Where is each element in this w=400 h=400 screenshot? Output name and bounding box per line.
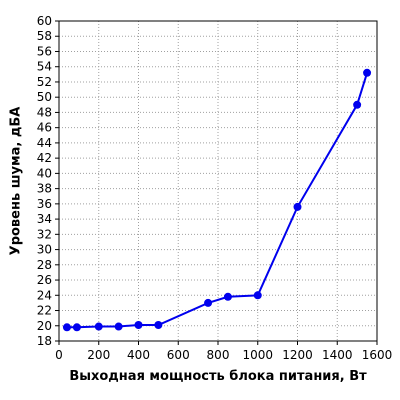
series-line: [67, 72, 369, 329]
y-axis-title: Уровень шума, дБА: [9, 107, 24, 256]
x-tick-label: 1000: [242, 348, 273, 362]
data-point: [114, 322, 123, 331]
data-point: [204, 298, 213, 307]
y-tick-label: 44: [37, 136, 52, 150]
x-tick-label: 1400: [322, 348, 353, 362]
data-point: [72, 323, 81, 332]
y-tick-label: 52: [37, 75, 52, 89]
x-tick-label: 1600: [362, 348, 393, 362]
y-tick-label: 38: [37, 182, 52, 196]
data-point: [223, 292, 232, 301]
y-tick-label: 28: [37, 258, 52, 272]
y-tick-label: 32: [37, 227, 52, 241]
x-tick-label: 600: [167, 348, 190, 362]
y-tick-label: 24: [37, 288, 52, 302]
data-point: [253, 291, 262, 300]
data-point: [134, 321, 143, 329]
y-tick-label: 26: [37, 273, 52, 287]
y-tick-label: 48: [37, 105, 52, 119]
data-point: [363, 68, 372, 77]
y-tick-label: 20: [37, 319, 52, 333]
x-tick-label: 400: [127, 348, 150, 362]
y-tick-label: 36: [37, 197, 52, 211]
y-tick-label: 34: [37, 212, 52, 226]
y-tick-label: 40: [37, 166, 52, 180]
data-point: [353, 100, 362, 109]
y-tick-label: 56: [37, 44, 52, 58]
y-tick-label: 50: [37, 90, 52, 104]
y-tick-label: 42: [37, 151, 52, 165]
y-tick-label: 54: [37, 60, 52, 74]
x-axis-title: Выходная мощность блока питания, Вт: [69, 369, 367, 384]
x-tick-label: 1200: [282, 348, 313, 362]
x-tick-label: 800: [207, 348, 230, 362]
y-tick-label: 60: [37, 14, 52, 28]
y-tick-label: 18: [37, 334, 52, 348]
data-point: [154, 321, 163, 329]
x-tick-label: 0: [55, 348, 63, 362]
x-tick-label: 200: [87, 348, 110, 362]
series-layer: [62, 68, 372, 332]
data-point: [94, 322, 103, 331]
grid: [59, 21, 377, 341]
data-point: [62, 323, 71, 332]
data-point: [293, 202, 302, 211]
y-tick-label: 30: [37, 243, 52, 257]
x-axis: 0 200 400 600 800 1000 1200 1400 1600: [55, 341, 392, 362]
y-tick-label: 46: [37, 121, 52, 135]
y-tick-label: 58: [37, 29, 52, 43]
y-tick-label: 22: [37, 304, 52, 318]
